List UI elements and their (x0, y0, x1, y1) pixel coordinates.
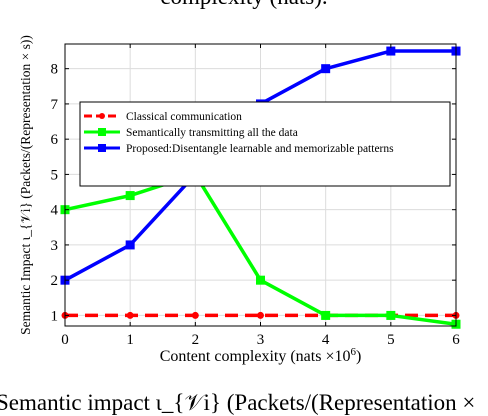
legend-marker (98, 144, 106, 152)
y-tick-label: 6 (51, 132, 59, 148)
y-tick-label: 5 (51, 167, 59, 183)
y-tick-label: 4 (51, 203, 59, 219)
y-tick-label: 2 (51, 273, 59, 289)
x-tick-label: 2 (192, 332, 200, 348)
x-tick-label: 6 (452, 332, 460, 348)
data-point (191, 311, 199, 319)
data-point (321, 64, 331, 74)
legend-marker (99, 113, 105, 119)
data-point (256, 275, 265, 285)
x-tick-label: 4 (322, 332, 330, 348)
legend-item-1: Classical communication (84, 111, 242, 123)
data-point (386, 310, 396, 320)
data-point (126, 311, 134, 319)
legend: Classical communication Semantically tran… (79, 101, 451, 187)
x-tick-label: 1 (126, 332, 134, 348)
y-tick-label: 3 (51, 238, 59, 254)
data-point (257, 311, 264, 319)
y-tick-label: 1 (51, 308, 59, 324)
y-tick-label: 8 (51, 62, 59, 78)
legend-marker (98, 128, 106, 136)
caption-bottom: Semantic impact ι_{𝒱i} (Packets/(Represe… (0, 390, 476, 415)
data-point (321, 310, 331, 320)
legend-item-3: Proposed:Disentangle learnable and memor… (84, 143, 394, 155)
x-axis-label: Content complexity (nats ×106) (160, 346, 362, 365)
caption-top: complexity (nats). (0, 0, 488, 10)
x-tick-label: 0 (61, 332, 69, 348)
legend-label: Classical communication (126, 111, 242, 123)
data-point (125, 191, 135, 201)
x-axis-label-end: ) (356, 348, 361, 365)
legend-label: Semantically transmitting all the data (126, 127, 298, 139)
x-axis-label-sup: 6 (350, 346, 356, 358)
data-point (125, 240, 135, 250)
data-point (386, 46, 396, 56)
legend-label: Proposed:Disentangle learnable and memor… (126, 143, 394, 155)
legend-item-2: Semantically transmitting all the data (84, 127, 298, 139)
legend-box (79, 101, 451, 187)
x-tick-label: 3 (257, 332, 265, 348)
y-tick-label: 7 (51, 97, 59, 113)
y-axis-label: Semantic Impact ι_{𝒱i} (Packets/(Represe… (18, 35, 33, 335)
x-axis-label-main: Content complexity (nats ×10 (160, 348, 351, 365)
x-tick-label: 5 (387, 332, 395, 348)
